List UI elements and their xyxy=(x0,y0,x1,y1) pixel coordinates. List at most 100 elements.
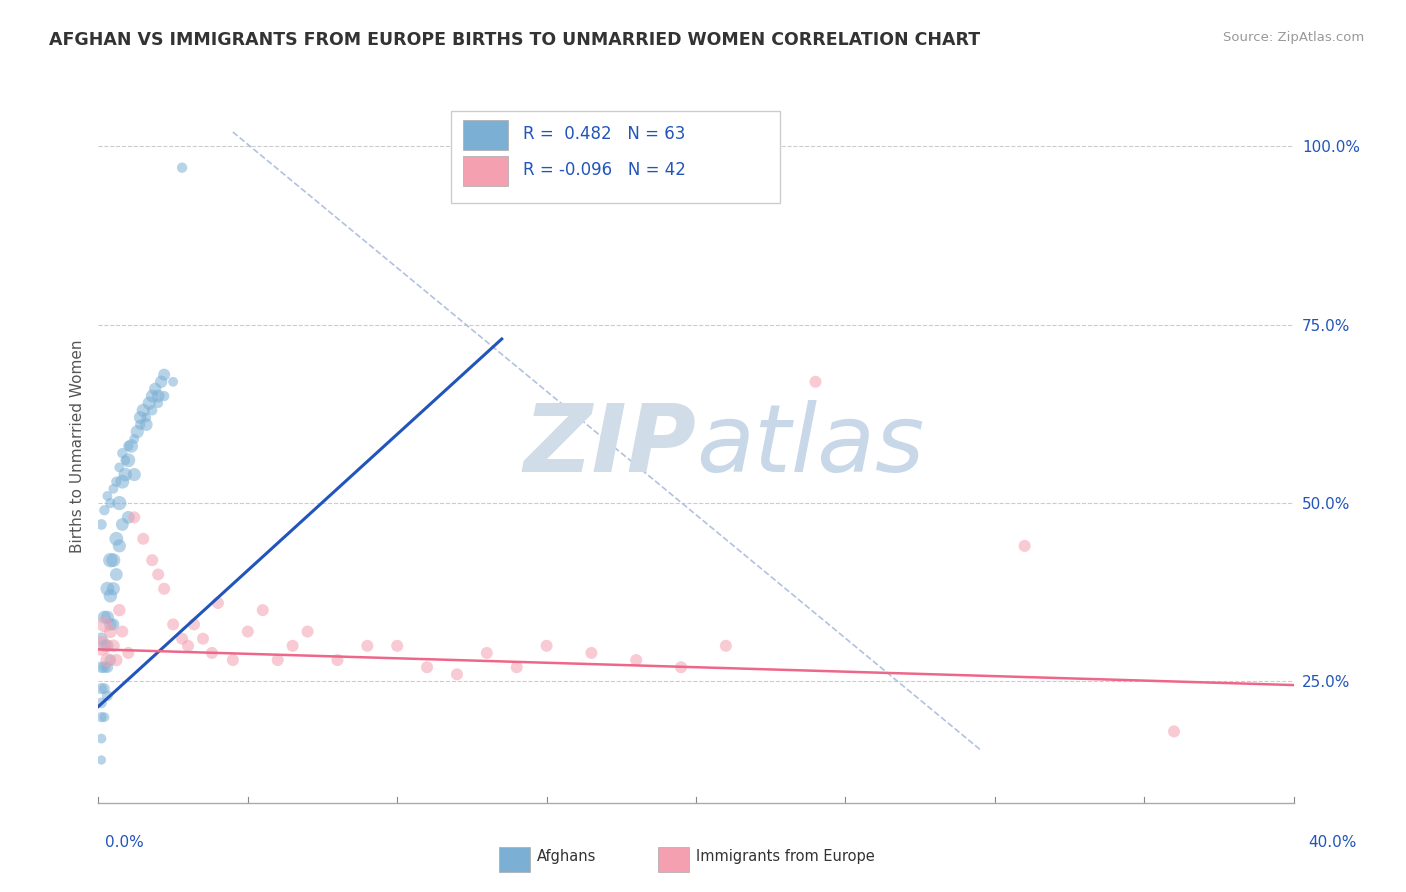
Point xyxy=(626,653,648,667)
Point xyxy=(135,410,157,425)
Point xyxy=(222,653,245,667)
Point xyxy=(172,632,194,646)
Point xyxy=(143,382,166,396)
Point xyxy=(191,632,214,646)
Text: 0.0%: 0.0% xyxy=(105,836,145,850)
Point xyxy=(475,646,498,660)
Point xyxy=(111,475,134,489)
Point xyxy=(90,639,112,653)
Point xyxy=(103,482,125,496)
Point xyxy=(207,596,229,610)
Point xyxy=(111,446,134,460)
Point xyxy=(93,610,115,624)
FancyBboxPatch shape xyxy=(463,120,509,150)
Point xyxy=(124,467,146,482)
Text: AFGHAN VS IMMIGRANTS FROM EUROPE BIRTHS TO UNMARRIED WOMEN CORRELATION CHART: AFGHAN VS IMMIGRANTS FROM EUROPE BIRTHS … xyxy=(49,31,980,49)
FancyBboxPatch shape xyxy=(451,111,780,203)
Point xyxy=(281,639,304,653)
Point xyxy=(148,567,170,582)
Point xyxy=(96,653,118,667)
Point xyxy=(446,667,468,681)
Point xyxy=(108,460,131,475)
Point xyxy=(93,660,115,674)
Point xyxy=(201,646,224,660)
Point xyxy=(96,610,118,624)
Point xyxy=(177,639,200,653)
Text: Immigrants from Europe: Immigrants from Europe xyxy=(696,849,875,863)
Point xyxy=(804,375,827,389)
Point xyxy=(93,617,115,632)
Point xyxy=(90,731,112,746)
Text: atlas: atlas xyxy=(696,401,924,491)
Point xyxy=(236,624,259,639)
Point xyxy=(132,403,155,417)
Point xyxy=(117,646,139,660)
Point xyxy=(98,653,122,667)
Point xyxy=(108,603,131,617)
Y-axis label: Births to Unmarried Women: Births to Unmarried Women xyxy=(69,339,84,553)
Point xyxy=(1014,539,1036,553)
Point xyxy=(90,517,112,532)
Point xyxy=(93,710,115,724)
Point xyxy=(141,389,163,403)
Point xyxy=(114,453,136,467)
Point xyxy=(93,639,115,653)
Text: ZIP: ZIP xyxy=(523,400,696,492)
Point xyxy=(105,653,128,667)
Point xyxy=(96,639,118,653)
Point xyxy=(98,553,122,567)
Point xyxy=(153,368,176,382)
Point xyxy=(153,389,176,403)
Point xyxy=(252,603,274,617)
FancyBboxPatch shape xyxy=(463,155,509,186)
Point xyxy=(90,710,112,724)
Point xyxy=(1163,724,1185,739)
Point xyxy=(148,396,170,410)
Point xyxy=(98,624,122,639)
Point xyxy=(132,532,155,546)
Point xyxy=(153,582,176,596)
Point xyxy=(138,396,160,410)
Point xyxy=(135,417,157,432)
Point xyxy=(117,453,139,467)
Point xyxy=(111,624,134,639)
Point xyxy=(117,439,139,453)
Point xyxy=(103,553,125,567)
Point xyxy=(98,589,122,603)
Text: Afghans: Afghans xyxy=(537,849,596,863)
Point xyxy=(90,681,112,696)
Text: Source: ZipAtlas.com: Source: ZipAtlas.com xyxy=(1223,31,1364,45)
Point xyxy=(105,567,128,582)
Point xyxy=(356,639,378,653)
Point xyxy=(105,475,128,489)
Point xyxy=(108,496,131,510)
Point xyxy=(108,539,131,553)
Point xyxy=(183,617,205,632)
Point xyxy=(506,660,529,674)
Point xyxy=(141,553,163,567)
Point xyxy=(127,425,149,439)
Point xyxy=(90,632,112,646)
Point xyxy=(162,617,184,632)
Point xyxy=(129,410,152,425)
Point xyxy=(385,639,409,653)
Point xyxy=(172,161,194,175)
Point xyxy=(162,375,184,389)
Point xyxy=(129,417,152,432)
Point xyxy=(105,532,128,546)
Point xyxy=(117,510,139,524)
Point xyxy=(581,646,603,660)
Point xyxy=(96,489,118,503)
Point xyxy=(90,660,112,674)
Point xyxy=(124,510,146,524)
Point xyxy=(124,432,146,446)
Point xyxy=(96,689,118,703)
Point xyxy=(114,467,136,482)
Point xyxy=(669,660,692,674)
Point xyxy=(96,660,118,674)
Text: R =  0.482   N = 63: R = 0.482 N = 63 xyxy=(523,125,685,143)
Point xyxy=(93,503,115,517)
Text: 40.0%: 40.0% xyxy=(1309,836,1357,850)
Point xyxy=(148,389,170,403)
Point xyxy=(297,624,319,639)
